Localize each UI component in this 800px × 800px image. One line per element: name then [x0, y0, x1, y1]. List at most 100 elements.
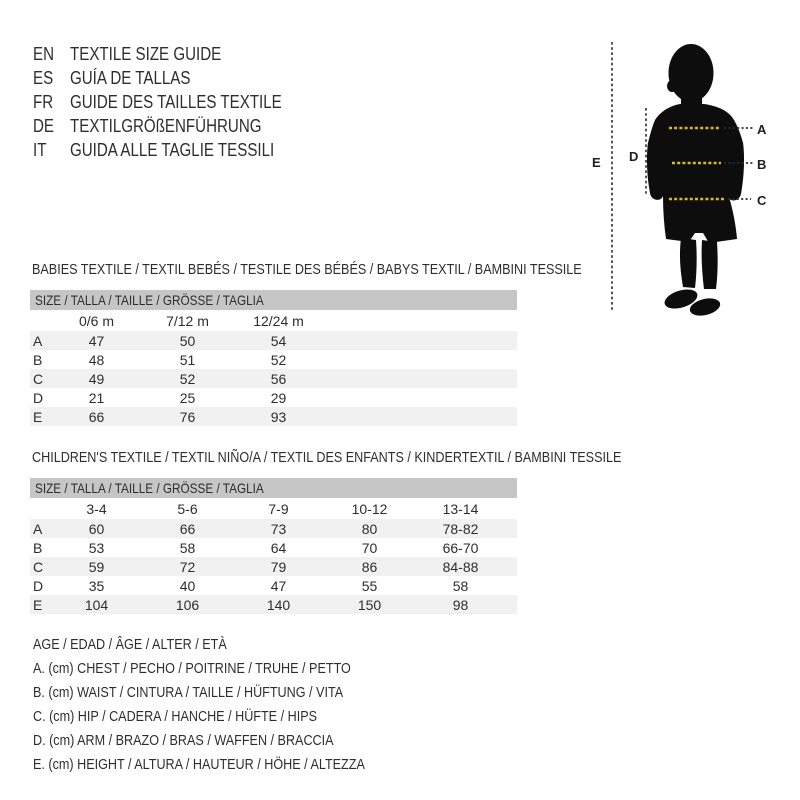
- column-header: 7-9: [268, 501, 289, 517]
- babies-size-table: 0/6 m 7/12 m 12/24 m A 47 50 54 B 48 51 52 C 49 52 56 D…: [30, 311, 517, 426]
- cell-value: 80: [324, 519, 415, 538]
- row-label: C: [30, 369, 51, 388]
- row-label: D: [33, 577, 44, 594]
- cell-value: 52: [270, 351, 287, 368]
- legend-line: D. (cm) ARM / BRAZO / BRAS / WAFFEN / BR…: [33, 732, 334, 749]
- row-label: A: [30, 331, 51, 350]
- cell-value: 150: [324, 595, 415, 614]
- column-header: 0/6 m: [78, 313, 114, 329]
- cell-value: 49: [51, 369, 142, 388]
- label-c: C: [757, 193, 767, 208]
- legend-line: A. (cm) CHEST / PECHO / POITRINE / TRUHE…: [33, 660, 351, 677]
- table-row: A 60 66 73 80 78-82: [30, 519, 517, 538]
- language-title: TEXTILE SIZE GUIDE: [70, 44, 222, 64]
- legend-line: E. (cm) HEIGHT / ALTURA / HAUTEUR / HÖHE…: [33, 756, 365, 773]
- language-code: ES: [33, 68, 54, 88]
- table-row: D 21 25 29: [30, 388, 517, 407]
- column-header: 13-14: [442, 501, 479, 517]
- language-code: IT: [33, 140, 47, 160]
- legend-line: C. (cm) HIP / CADERA / HANCHE / HÜFTE / …: [33, 708, 317, 725]
- cell-value: 58: [452, 577, 469, 594]
- cell-value: 66: [51, 407, 142, 426]
- cell-value: 55: [361, 577, 378, 594]
- cell-value: 106: [142, 595, 233, 614]
- label-b: B: [757, 157, 766, 172]
- cell-value: 72: [142, 557, 233, 576]
- language-title: GUIDA ALLE TAGLIE TESSILI: [70, 140, 275, 160]
- label-e: E: [592, 155, 601, 170]
- column-header-row: 3-4 5-6 7-9 10-12 13-14: [30, 499, 517, 519]
- cell-value: 84-88: [415, 557, 506, 576]
- row-label: E: [30, 407, 51, 426]
- column-header: 5-6: [177, 501, 198, 517]
- row-label: A: [30, 519, 51, 538]
- babies-section: BABIES TEXTILE / TEXTIL BEBÉS / TESTILE …: [30, 262, 686, 426]
- cell-value: 59: [51, 557, 142, 576]
- language-code: DE: [33, 116, 55, 136]
- table-row: E 104 106 140 150 98: [30, 595, 517, 614]
- table-row: C 59 72 79 86 84-88: [30, 557, 517, 576]
- label-a: A: [757, 122, 767, 137]
- language-code: FR: [33, 92, 54, 112]
- cell-value: 66: [142, 519, 233, 538]
- cell-value: 58: [179, 539, 196, 556]
- table-title: CHILDREN'S TEXTILE / TEXTIL NIÑO/A / TEX…: [32, 449, 622, 466]
- cell-value: 47: [51, 331, 142, 350]
- language-title: GUÍA DE TALLAS: [70, 68, 191, 88]
- children-size-table: 3-4 5-6 7-9 10-12 13-14 A 60 66 73 80 78-82 B 53 58 64…: [30, 499, 517, 614]
- cell-value: 50: [142, 331, 233, 350]
- cell-value: 54: [233, 331, 324, 350]
- row-label: B: [33, 351, 43, 368]
- cell-value: 47: [270, 577, 287, 594]
- row-label: E: [30, 595, 51, 614]
- column-header: 3-4: [86, 501, 107, 517]
- table-row: C 49 52 56: [30, 369, 517, 388]
- table-title: BABIES TEXTILE / TEXTIL BEBÉS / TESTILE …: [32, 261, 582, 278]
- legend-line: AGE / EDAD / ÂGE / ALTER / ETÀ: [33, 636, 227, 653]
- cell-value: 29: [270, 389, 287, 406]
- column-header-row: 0/6 m 7/12 m 12/24 m: [30, 311, 517, 331]
- table-row: E 66 76 93: [30, 407, 517, 426]
- cell-value: 25: [179, 389, 196, 406]
- size-header: SIZE / TALLA / TAILLE / GRÖSSE / TAGLIA: [30, 478, 517, 498]
- cell-value: 73: [233, 519, 324, 538]
- cell-value: 76: [142, 407, 233, 426]
- column-header: 12/24 m: [253, 313, 304, 329]
- row-label: C: [30, 557, 51, 576]
- table-row: B 53 58 64 70 66-70: [30, 538, 517, 557]
- cell-value: 48: [88, 351, 105, 368]
- cell-value: 60: [51, 519, 142, 538]
- cell-value: 51: [179, 351, 196, 368]
- cell-value: 64: [270, 539, 287, 556]
- cell-value: 53: [88, 539, 105, 556]
- cell-value: 40: [179, 577, 196, 594]
- language-title: TEXTILGRÖßENFÜHRUNG: [70, 116, 262, 136]
- table-row: B 48 51 52: [30, 350, 517, 369]
- cell-value: 56: [233, 369, 324, 388]
- cell-value: 104: [51, 595, 142, 614]
- size-header: SIZE / TALLA / TAILLE / GRÖSSE / TAGLIA: [30, 290, 517, 310]
- cell-value: 35: [88, 577, 105, 594]
- size-figure: A B C D E: [592, 42, 767, 316]
- column-header: 10-12: [351, 501, 388, 517]
- table-row: A 47 50 54: [30, 331, 517, 350]
- cell-value: 93: [233, 407, 324, 426]
- language-code: EN: [33, 44, 55, 64]
- cell-value: 79: [233, 557, 324, 576]
- children-section: CHILDREN'S TEXTILE / TEXTIL NIÑO/A / TEX…: [30, 450, 734, 614]
- cell-value: 66-70: [442, 539, 479, 556]
- cell-value: 98: [415, 595, 506, 614]
- column-header: 7/12 m: [166, 313, 209, 329]
- table-row: D 35 40 47 55 58: [30, 576, 517, 595]
- row-label: D: [33, 389, 44, 406]
- cell-value: 86: [324, 557, 415, 576]
- cell-value: 78-82: [415, 519, 506, 538]
- row-label: B: [33, 539, 43, 556]
- cell-value: 70: [361, 539, 378, 556]
- cell-value: 140: [233, 595, 324, 614]
- cell-value: 21: [88, 389, 105, 406]
- legend-line: B. (cm) WAIST / CINTURA / TAILLE / HÜFTU…: [33, 684, 344, 701]
- cell-value: 52: [142, 369, 233, 388]
- language-title: GUIDE DES TAILLES TEXTILE: [70, 92, 282, 112]
